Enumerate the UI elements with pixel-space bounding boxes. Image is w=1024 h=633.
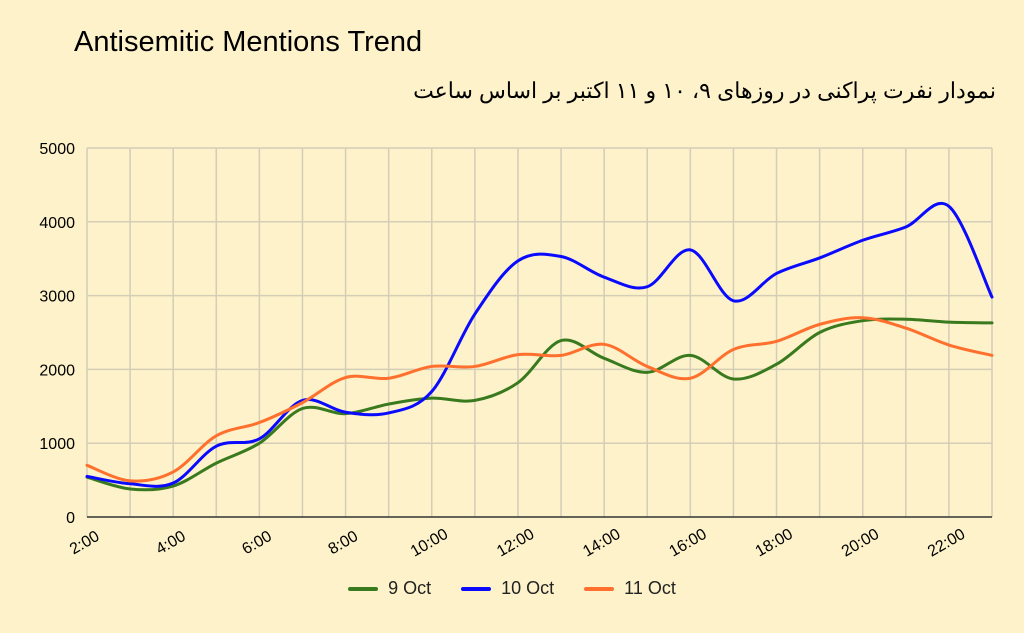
x-tick-label: 20:00: [839, 526, 882, 561]
x-tick-label: 6:00: [239, 528, 275, 558]
chart-legend: 9 Oct 10 Oct 11 Oct: [0, 578, 1024, 599]
series-line-10-oct: [85, 202, 994, 488]
x-tick-label: 8:00: [326, 528, 362, 558]
y-tick-label: 3000: [39, 289, 75, 306]
legend-item: 10 Oct: [461, 578, 554, 599]
legend-swatch: [461, 586, 492, 591]
legend-swatch: [584, 586, 615, 591]
series-line-11-oct: [85, 316, 994, 483]
x-tick-label: 2:00: [67, 528, 103, 558]
series-line-9-oct: [85, 317, 994, 492]
legend-label: 11 Oct: [624, 578, 676, 598]
y-tick-label: 5000: [39, 141, 75, 158]
legend-label: 10 Oct: [501, 578, 555, 598]
x-tick-label: 22:00: [925, 526, 968, 561]
x-tick-label: 14:00: [580, 526, 623, 561]
x-tick-label: 12:00: [494, 526, 537, 561]
legend-swatch: [348, 586, 379, 591]
x-tick-label: 10:00: [408, 526, 451, 561]
y-tick-label: 4000: [39, 215, 75, 232]
x-tick-label: 4:00: [153, 528, 189, 558]
y-tick-label: 2000: [39, 362, 75, 379]
x-tick-label: 18:00: [753, 526, 796, 561]
legend-item: 9 Oct: [348, 578, 431, 599]
legend-item: 11 Oct: [584, 578, 676, 599]
chart-title: Antisemitic Mentions Trend: [74, 26, 423, 58]
chart-subtitle: نمودار نفرت پراکنی در روزهای ۹، ۱۰ و ۱۱ …: [413, 78, 996, 103]
y-tick-label: 1000: [39, 436, 75, 453]
legend-label: 9 Oct: [388, 578, 432, 598]
x-tick-label: 16:00: [666, 526, 709, 561]
y-tick-label: 0: [66, 510, 75, 527]
